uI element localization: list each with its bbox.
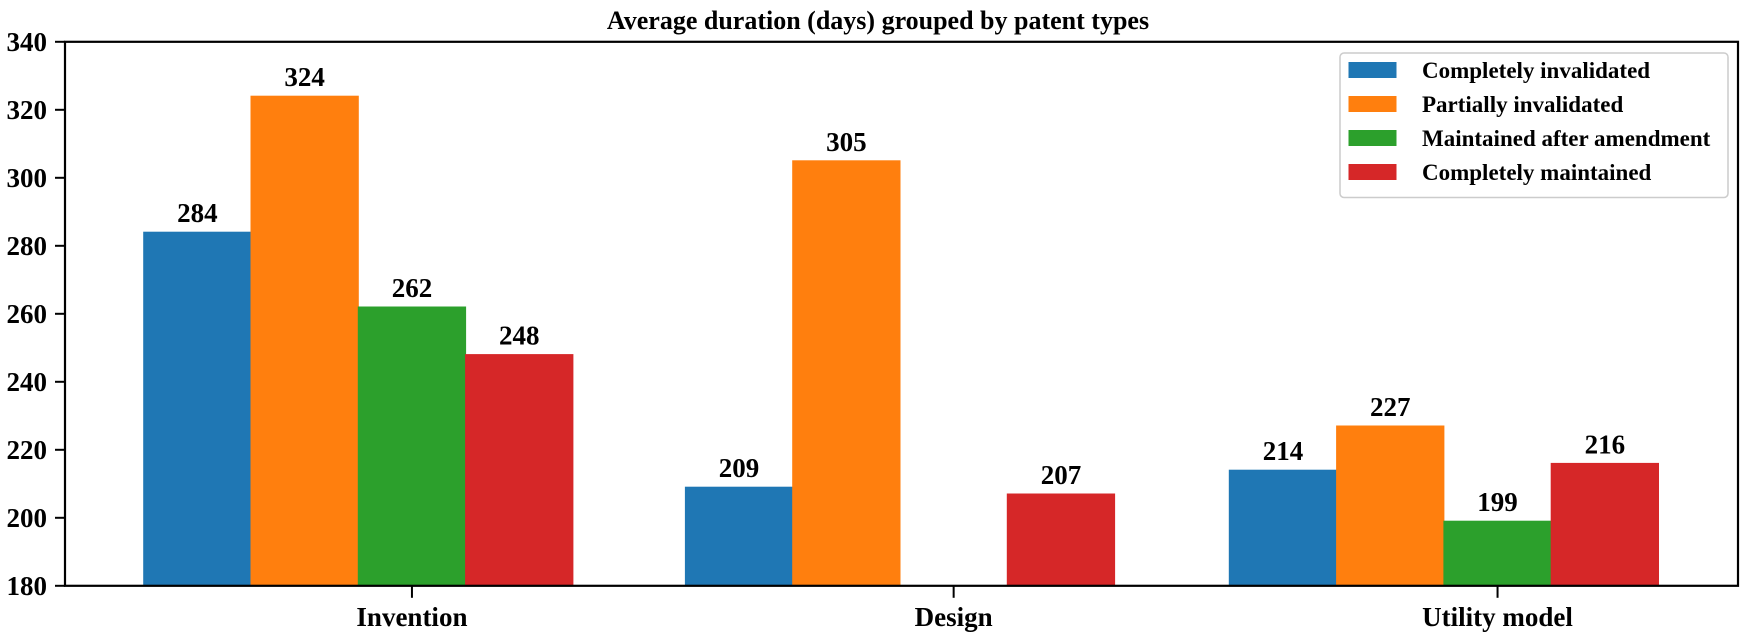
svg-text:240: 240 [7,367,48,397]
svg-text:340: 340 [7,27,48,57]
svg-text:320: 320 [7,95,48,125]
svg-text:Average duration (days) groupe: Average duration (days) grouped by paten… [607,6,1149,35]
svg-text:280: 280 [7,231,48,261]
svg-text:Maintained after amendment: Maintained after amendment [1422,126,1711,151]
svg-text:200: 200 [7,503,48,533]
svg-text:216: 216 [1585,429,1626,459]
svg-text:284: 284 [177,198,218,228]
svg-text:Completely maintained: Completely maintained [1422,160,1652,185]
svg-text:Partially invalidated: Partially invalidated [1422,92,1623,117]
svg-text:207: 207 [1041,460,1082,490]
svg-text:214: 214 [1263,436,1304,466]
svg-text:199: 199 [1477,487,1518,517]
svg-text:Utility model: Utility model [1422,602,1573,632]
svg-text:209: 209 [719,453,760,483]
svg-text:305: 305 [826,127,867,157]
svg-text:324: 324 [284,62,325,92]
svg-text:300: 300 [7,163,48,193]
svg-text:262: 262 [392,273,433,303]
svg-text:220: 220 [7,435,48,465]
svg-text:Completely invalidated: Completely invalidated [1422,58,1650,83]
svg-text:180: 180 [7,571,48,601]
svg-text:260: 260 [7,299,48,329]
svg-text:248: 248 [499,321,540,351]
svg-text:227: 227 [1370,392,1411,422]
svg-text:Design: Design [915,602,993,632]
svg-text:Invention: Invention [356,602,467,632]
